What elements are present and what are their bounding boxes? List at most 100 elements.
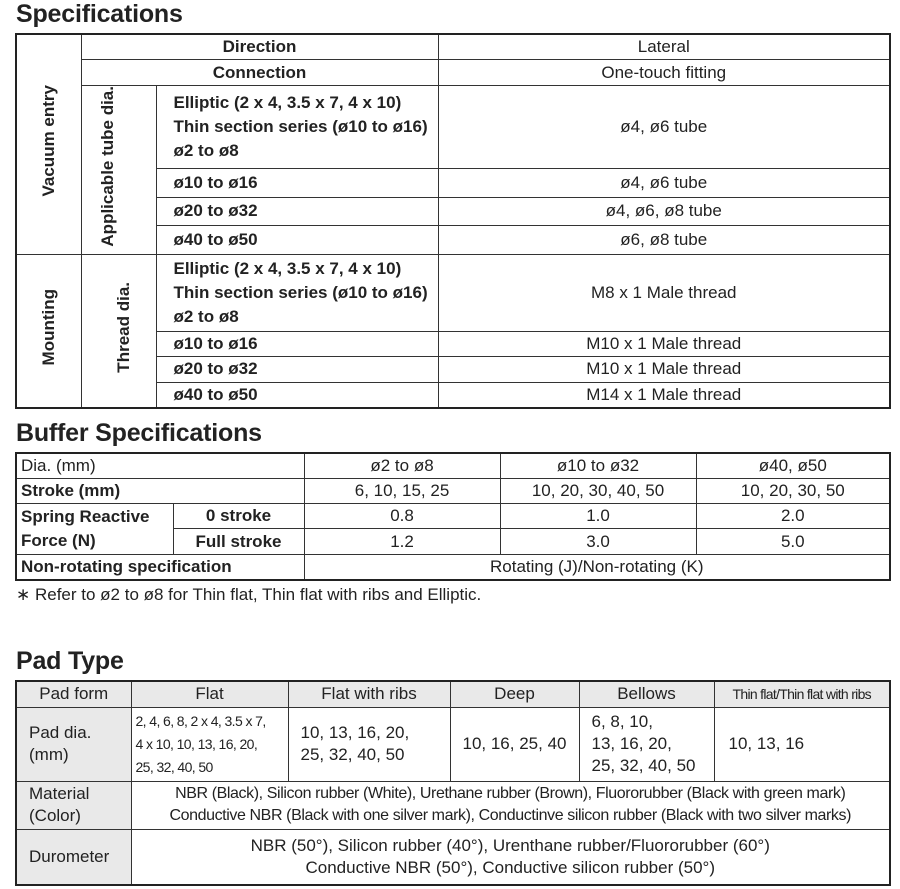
row-value: M10 x 1 Male thread	[437, 355, 891, 383]
non-rotating-label: Non-rotating specification	[15, 554, 305, 581]
force-value: 1.2	[303, 528, 501, 555]
row-value: ø6, ø8 tube	[437, 224, 891, 255]
row-label: ø20 to ø32	[155, 197, 439, 226]
pad-dia-flat: 2, 4, 6, 8, 2 x 4, 3.5 x 7, 4 x 10, 10, …	[130, 706, 289, 782]
line: Thin section series (ø10 to ø16)	[173, 282, 428, 302]
non-rotating-value: Rotating (J)/Non-rotating (K)	[303, 554, 891, 581]
line: 4 x 10, 10, 13, 16, 20,	[135, 735, 258, 752]
vacuum-entry-group: Vacuum entry	[15, 33, 82, 255]
table-row: ø40 to ø50 M14 x 1 Male thread	[16, 381, 891, 409]
direction-row: Vacuum entry Direction Lateral	[15, 33, 891, 255]
connection-value: One-touch fitting	[437, 59, 891, 86]
tube-dia-group: Applicable tube dia.	[80, 85, 157, 255]
table-row: ø10 to ø16 ø4, ø6 tube	[16, 168, 891, 199]
durometer-value: NBR (50°), Silicon rubber (40°), Urentha…	[130, 828, 891, 886]
mounting-label: Mounting	[39, 288, 59, 366]
pad-type-table: Pad form Flat Flat with ribs Deep Bellow…	[15, 680, 891, 886]
unit-text: (N)	[72, 531, 96, 550]
line: Conductive NBR (Black with one silver ma…	[169, 807, 852, 824]
line: 10, 13, 16, 20,	[300, 723, 410, 742]
pad-dia-row: Pad dia. (mm) 2, 4, 6, 8, 2 x 4, 3.5 x 7…	[15, 706, 891, 782]
row-value: M8 x 1 Male thread	[437, 253, 891, 332]
material-label: Material (Color)	[15, 780, 132, 830]
full-stroke-label: Full stroke	[172, 528, 305, 555]
dia-value: ø10 to ø32	[499, 452, 697, 479]
durometer-row: Durometer NBR (50°), Silicon rubber (40°…	[15, 828, 891, 886]
line: NBR (Black), Silicon rubber (White), Ure…	[175, 785, 846, 802]
durometer-label: Durometer	[15, 828, 132, 886]
mounting-group: Mounting	[15, 253, 82, 409]
line: 25, 32, 40, 50	[300, 745, 405, 764]
vacuum-entry-label: Vacuum entry	[39, 85, 59, 197]
row-value: ø4, ø6 tube	[437, 168, 891, 199]
line: Elliptic (2 x 4, 3.5 x 7, 4 x 10)	[173, 258, 402, 278]
buffer-table: Dia. (mm) ø2 to ø8 ø10 to ø32 ø40, ø50 S…	[15, 452, 891, 581]
line: ø2 to ø8	[173, 141, 239, 161]
dia-value: ø2 to ø8	[303, 452, 501, 479]
line: 25, 32, 40, 50	[135, 758, 214, 775]
thread-dia-group: Thread dia.	[80, 253, 157, 409]
stroke-value: 10, 20, 30, 40, 50	[499, 478, 697, 504]
line: Spring Reactive	[21, 507, 150, 526]
force-value: 2.0	[695, 503, 891, 529]
stroke-value: 6, 10, 15, 25	[303, 478, 501, 504]
table-row: ø20 to ø32 ø4, ø6, ø8 tube	[16, 197, 891, 226]
material-row: Material (Color) NBR (Black), Silicon ru…	[15, 780, 891, 830]
pad-dia-flat-ribs: 10, 13, 16, 20, 25, 32, 40, 50	[287, 706, 451, 782]
non-rotating-row: Non-rotating specification Rotating (J)/…	[15, 554, 891, 581]
line: Material	[29, 784, 90, 803]
specifications-title: Specifications	[16, 0, 183, 28]
direction-label: Direction	[80, 33, 439, 60]
header-flat-with-ribs: Flat with ribs	[287, 680, 451, 708]
table-row: ø20 to ø32 M10 x 1 Male thread	[16, 355, 891, 383]
line: Conductive NBR (50°), Conductive silicon…	[305, 857, 716, 877]
force-value: 0.8	[303, 503, 501, 529]
row-label: ø40 to ø50	[155, 381, 439, 409]
line: (mm)	[29, 745, 69, 764]
table-row: Mounting Thread dia. Elliptic (2 x 4, 3.…	[15, 253, 891, 409]
pad-dia-bellows: 6, 8, 10, 13, 16, 20, 25, 32, 40, 50	[578, 706, 715, 782]
header-deep: Deep	[449, 680, 580, 708]
line: 2, 4, 6, 8, 2 x 4, 3.5 x 7,	[135, 712, 267, 729]
pad-dia-deep: 10, 16, 25, 40	[449, 706, 580, 782]
row-label: ø40 to ø50	[155, 224, 439, 255]
stroke-row: Stroke (mm) 6, 10, 15, 25 10, 20, 30, 40…	[15, 478, 891, 504]
line: Force (N)	[21, 529, 169, 553]
force-text: Force	[21, 531, 68, 550]
buffer-title: Buffer Specifications	[16, 419, 262, 447]
row-label: Elliptic (2 x 4, 3.5 x 7, 4 x 10) Thin s…	[155, 84, 439, 170]
full-stroke-row: Full stroke 1.2 3.0 5.0	[16, 528, 891, 555]
force-value: 3.0	[499, 528, 697, 555]
specifications-table: Vacuum entry Direction Lateral Connectio…	[15, 33, 891, 409]
row-label: Elliptic (2 x 4, 3.5 x 7, 4 x 10) Thin s…	[155, 253, 439, 332]
tube-dia-label: Applicable tube dia.	[97, 86, 117, 247]
row-value: ø4, ø6 tube	[437, 84, 891, 170]
pad-dia-thin-flat: 10, 13, 16	[713, 706, 891, 782]
header-row: Pad form Flat Flat with ribs Deep Bellow…	[15, 680, 891, 708]
pad-type-title: Pad Type	[16, 647, 124, 675]
line: 13, 16, 20,	[591, 734, 672, 753]
material-value: NBR (Black), Silicon rubber (White), Ure…	[130, 780, 891, 830]
header-pad-form: Pad form	[15, 680, 132, 708]
line: (Color)	[29, 806, 81, 825]
connection-row: Connection One-touch fitting	[16, 59, 891, 86]
dia-label: Dia. (mm)	[15, 452, 305, 479]
pad-dia-label: Pad dia. (mm)	[15, 706, 132, 782]
connection-label: Connection	[80, 59, 439, 86]
stroke-label: Stroke (mm)	[15, 478, 305, 504]
dia-row: Dia. (mm) ø2 to ø8 ø10 to ø32 ø40, ø50	[15, 452, 891, 479]
table-row: ø40 to ø50 ø6, ø8 tube	[16, 224, 891, 255]
line: Pad dia.	[29, 723, 92, 742]
thread-dia-label: Thread dia.	[114, 281, 133, 373]
zero-stroke-row: Spring Reactive Force (N) 0 stroke 0.8 1…	[15, 503, 891, 555]
row-label: ø20 to ø32	[155, 355, 439, 383]
dia-value: ø40, ø50	[695, 452, 891, 479]
header-thin-flat: Thin flat/Thin flat with ribs	[713, 680, 891, 708]
table-row: ø10 to ø16 M10 x 1 Male thread	[16, 330, 891, 357]
force-value: 5.0	[695, 528, 891, 555]
line: 25, 32, 40, 50	[591, 756, 696, 775]
spring-force-label: Spring Reactive Force (N)	[15, 503, 174, 555]
table-row: Applicable tube dia. Elliptic (2 x 4, 3.…	[16, 84, 891, 255]
stroke-value: 10, 20, 30, 50	[695, 478, 891, 504]
row-value: M14 x 1 Male thread	[437, 381, 891, 409]
